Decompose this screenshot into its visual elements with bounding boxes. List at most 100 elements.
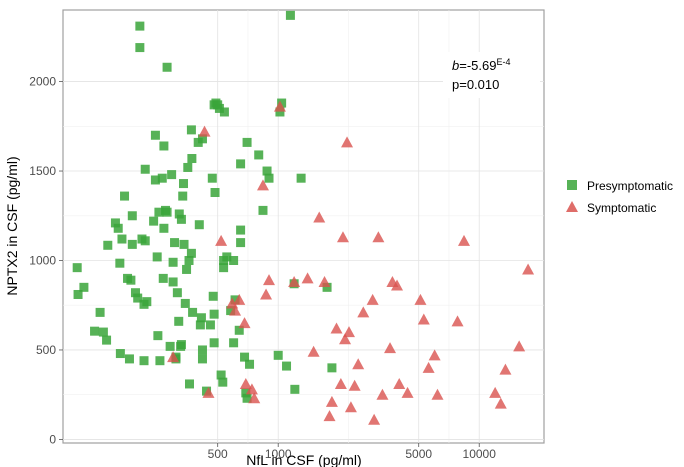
presymptomatic-point	[273, 350, 283, 360]
presymptomatic-point	[79, 282, 89, 292]
presymptomatic-point	[236, 238, 246, 248]
presymptomatic-point	[176, 214, 186, 224]
presymptomatic-point	[209, 338, 219, 348]
x-axis-ticks: 500 1000 5000 10000	[208, 443, 497, 461]
presymptomatic-point	[102, 335, 112, 345]
presymptomatic-point	[234, 325, 244, 335]
symptomatic-point	[323, 410, 336, 422]
presymptomatic-point	[115, 258, 125, 268]
presymptomatic-point	[195, 320, 205, 330]
presymptomatic-point	[277, 98, 287, 108]
symptomatic-point	[336, 231, 349, 243]
regression-annotation: b=-5.69E-4 p=0.010	[443, 52, 540, 98]
symptomatic-point	[343, 326, 356, 338]
presymptomatic-point	[209, 309, 219, 319]
y-axis-ticks: 0 500 1000 1500 2000	[29, 75, 63, 446]
presymptomatic-point	[152, 252, 162, 262]
symptomatic-point	[376, 388, 389, 400]
symptomatic-point	[431, 388, 444, 400]
symptomatic-point	[245, 383, 258, 395]
symptomatic-point	[233, 293, 246, 305]
presymptomatic-point	[186, 248, 196, 258]
presymptomatic-point	[188, 307, 198, 317]
annotation-b-exponent: E-4	[496, 57, 510, 67]
annotation-b-line: b=-5.69E-4	[452, 57, 510, 73]
presymptomatic-point	[126, 275, 136, 285]
presymptomatic-point	[174, 316, 184, 326]
presymptomatic-point	[210, 188, 220, 198]
y-tick-label: 0	[49, 432, 56, 446]
presymptomatic-point	[130, 288, 140, 298]
presymptomatic-point	[184, 255, 194, 265]
presymptomatic-point	[115, 349, 125, 359]
x-tick-label: 500	[208, 447, 228, 461]
presymptomatic-point	[98, 327, 108, 337]
presymptomatic-point	[229, 338, 239, 348]
presymptomatic-point	[154, 207, 164, 217]
x-tick-label: 10000	[463, 447, 497, 461]
presymptomatic-point	[236, 159, 246, 169]
symptomatic-point	[513, 340, 526, 352]
presymptomatic-point	[183, 162, 193, 172]
symptomatic-point	[248, 392, 261, 404]
symptomatic-point	[401, 386, 414, 398]
annotation-b-value: =-5.69	[459, 58, 496, 73]
presymptomatic-point	[262, 166, 272, 176]
presymptomatic-point	[168, 277, 178, 287]
presymptomatic-point	[197, 134, 207, 144]
presymptomatic-point	[186, 125, 196, 135]
presymptomatic-point	[167, 170, 177, 180]
presymptomatic-point	[174, 209, 184, 219]
symptomatic-point	[422, 361, 435, 373]
presymptomatic-point	[182, 264, 192, 274]
symptomatic-point	[341, 136, 354, 148]
y-tick-label: 1500	[29, 164, 56, 178]
presymptomatic-point	[165, 341, 175, 351]
x-axis-title: NfL in CSF (pg/ml)	[246, 452, 361, 467]
y-tick-label: 500	[36, 343, 56, 357]
presymptomatic-point	[72, 263, 82, 273]
annotation-background	[443, 52, 540, 98]
presymptomatic-point	[205, 320, 215, 330]
presymptomatic-point	[216, 370, 226, 380]
symptomatic-point	[202, 386, 215, 398]
presymptomatic-point	[172, 288, 182, 298]
symptomatic-point	[458, 234, 471, 246]
symptomatic-point	[414, 293, 427, 305]
symptomatic-point	[368, 413, 381, 425]
presymptomatic-point	[214, 103, 224, 113]
presymptomatic-point	[157, 173, 167, 183]
symptomatic-point	[273, 100, 286, 112]
symptomatic-point	[384, 342, 397, 354]
presymptomatic-point	[184, 379, 194, 389]
presymptomatic-point	[208, 291, 218, 301]
presymptomatic-point	[150, 130, 160, 140]
presymptomatic-point	[230, 295, 240, 305]
x-tick-label: 5000	[405, 447, 432, 461]
presymptomatic-point	[242, 137, 252, 147]
presymptomatic-point	[113, 223, 123, 233]
presymptomatic-point	[218, 377, 228, 387]
legend-symptomatic-key	[566, 201, 578, 212]
x-tick-label: 1000	[265, 447, 292, 461]
legend: Presymptomatic Symptomatic	[566, 179, 673, 215]
presymptomatic-point	[117, 234, 127, 244]
presymptomatic-point	[322, 282, 332, 292]
presymptomatic-point	[290, 384, 300, 394]
symptomatic-point	[198, 125, 211, 137]
presymptomatic-point	[179, 239, 189, 249]
presymptomatic-point	[245, 359, 255, 369]
symptomatic-point	[263, 274, 276, 286]
presymptomatic-point	[153, 331, 163, 341]
symptomatic-point	[344, 401, 357, 413]
symptomatic-point	[428, 349, 441, 361]
presymptomatic-point	[162, 207, 172, 217]
presymptomatic-point	[264, 173, 274, 183]
symptomatic-point	[417, 313, 430, 325]
presymptomatic-point	[150, 175, 160, 185]
presymptomatic-point	[296, 173, 306, 183]
symptomatic-point	[339, 333, 352, 345]
legend-presymptomatic-key	[567, 180, 577, 190]
symptomatic-point	[260, 288, 273, 300]
symptomatic-point	[489, 386, 502, 398]
